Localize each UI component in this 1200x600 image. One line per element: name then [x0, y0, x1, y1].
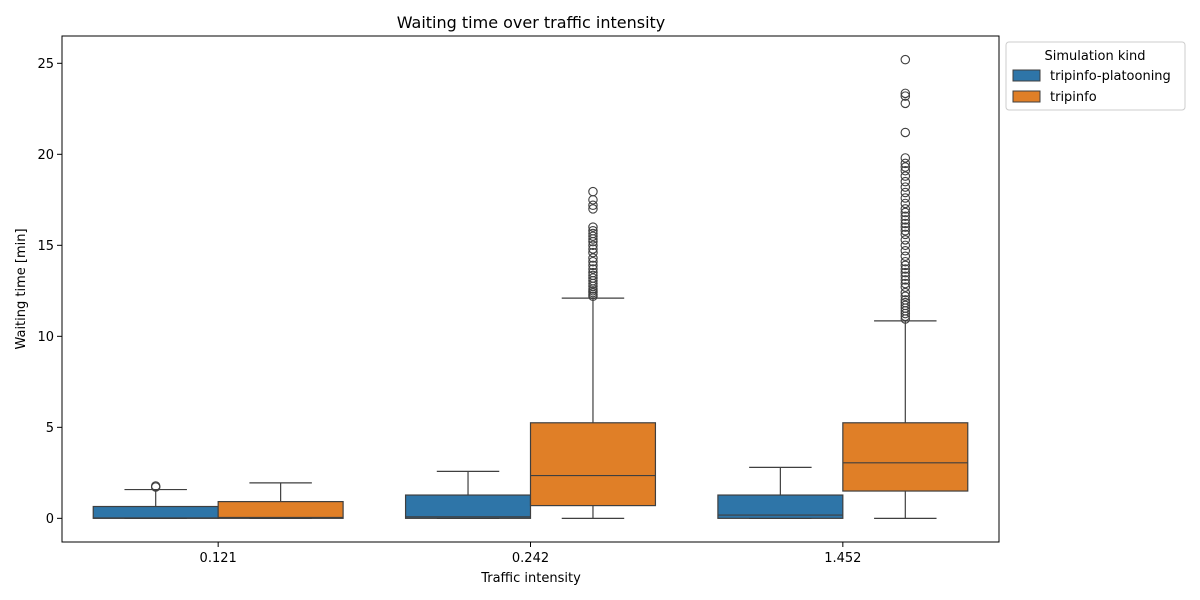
plot-area: [92, 54, 969, 519]
outlier-point: [900, 187, 911, 198]
outlier-point: [588, 200, 598, 211]
outlier-point: [900, 88, 911, 99]
x-tick-label: 1.452: [824, 551, 861, 566]
outlier-point: [900, 267, 911, 278]
box-iqr: [404, 494, 532, 519]
box-tripinfo-platooning-0.242: [404, 470, 532, 519]
outlier-point: [900, 282, 911, 292]
y-tick-label: 10: [37, 330, 54, 345]
outlier-point: [900, 226, 911, 236]
outlier-point: [900, 295, 911, 305]
outlier-point: [588, 264, 598, 274]
outlier-point: [900, 251, 911, 261]
outlier-point: [900, 98, 911, 109]
outlier-point: [588, 260, 598, 271]
box-tripinfo-0.242: [529, 186, 657, 519]
legend-frame: [1005, 41, 1186, 111]
outlier-point: [900, 235, 911, 245]
outlier-point: [588, 247, 598, 258]
legend-label-tripinfo-platooning: tripinfo-platooning: [1050, 69, 1171, 84]
y-tick-label: 5: [46, 421, 54, 436]
box-iqr: [217, 500, 344, 519]
outlier-point: [900, 246, 911, 256]
box-iqr: [842, 422, 969, 492]
x-tick-label: 0.121: [200, 551, 237, 566]
outlier-point: [900, 165, 911, 176]
outlier-point: [588, 186, 598, 197]
y-axis: 0 5 10 15 20 25: [37, 57, 62, 527]
legend-swatch-tripinfo-platooning: [1012, 69, 1041, 82]
outlier-point: [900, 158, 911, 169]
outlier-point: [900, 162, 911, 172]
outlier-point: [588, 253, 598, 263]
outlier-point: [900, 229, 911, 240]
y-tick-label: 25: [37, 57, 54, 72]
outlier-point: [588, 256, 598, 267]
outlier-point: [900, 271, 911, 282]
outlier-point: [900, 54, 911, 65]
legend-label-tripinfo: tripinfo: [1050, 90, 1097, 105]
y-tick-label: 20: [37, 148, 54, 163]
box-tripinfo-1.452: [842, 54, 969, 519]
box-tripinfo-platooning-1.452: [717, 466, 844, 519]
outlier-point: [900, 182, 911, 192]
outlier-point: [588, 270, 598, 281]
outlier-point: [900, 291, 911, 302]
y-tick-label: 0: [46, 512, 54, 527]
box-iqr: [717, 494, 844, 519]
outlier-point: [900, 218, 911, 229]
outlier-point: [900, 176, 911, 187]
outlier-point: [900, 240, 911, 251]
x-axis: 0.121 0.242 1.452: [200, 542, 861, 566]
outlier-point: [900, 91, 911, 101]
outlier-point: [588, 228, 598, 239]
box-tripinfo-platooning-0.121: [92, 481, 219, 519]
outlier-point: [588, 226, 598, 236]
outlier-point: [588, 244, 598, 254]
legend-swatch-tripinfo: [1012, 90, 1041, 103]
x-tick-label: 0.242: [512, 551, 549, 566]
outlier-point: [588, 267, 598, 278]
outlier-point: [588, 231, 598, 241]
x-axis-label: Traffic intensity: [480, 571, 581, 586]
chart-title: Waiting time over traffic intensity: [397, 13, 666, 32]
outlier-point: [900, 204, 911, 214]
outlier-point: [900, 297, 911, 308]
outlier-point: [588, 195, 598, 205]
outlier-point: [900, 260, 911, 271]
outlier-point: [900, 256, 911, 267]
outlier-point: [588, 204, 598, 214]
box-tripinfo-0.121: [217, 482, 344, 519]
outlier-point: [900, 193, 911, 203]
legend-title: Simulation kind: [1044, 49, 1145, 64]
outlier-point: [900, 198, 911, 209]
box-iqr: [529, 422, 657, 507]
outlier-point: [588, 240, 598, 251]
outlier-point: [900, 207, 911, 218]
outlier-point: [150, 481, 161, 491]
outlier-point: [900, 171, 911, 181]
outlier-point: [900, 215, 911, 225]
outlier-point: [900, 222, 911, 232]
y-axis-label: Waiting time [min]: [14, 228, 29, 349]
outlier-point: [588, 222, 598, 232]
box-iqr: [92, 505, 219, 519]
outlier-point: [900, 127, 911, 138]
legend: Simulation kind tripinfo-platooning tripi…: [1005, 41, 1186, 111]
outlier-point: [900, 278, 911, 289]
outlier-point: [900, 211, 911, 221]
outlier-point: [900, 275, 911, 285]
y-tick-label: 15: [37, 239, 54, 254]
outlier-point: [900, 300, 911, 311]
outlier-point: [900, 287, 911, 298]
outlier-point: [900, 264, 911, 274]
outlier-point: [900, 153, 911, 163]
outlier-point: [588, 273, 598, 283]
